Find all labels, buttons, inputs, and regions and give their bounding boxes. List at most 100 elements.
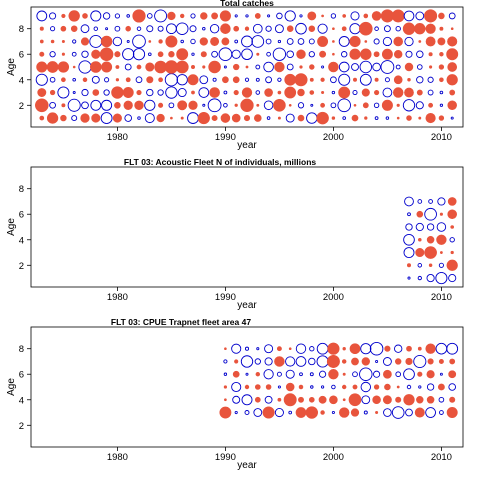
bubble-negative bbox=[276, 371, 282, 377]
bubble-negative bbox=[277, 77, 282, 82]
bubble-positive bbox=[364, 40, 368, 43]
bubble-negative bbox=[361, 395, 371, 405]
x-tick-label: 1990 bbox=[215, 292, 236, 303]
bubble-negative bbox=[112, 36, 123, 47]
bubble-negative bbox=[265, 76, 273, 84]
bubble-negative bbox=[360, 381, 371, 393]
bubble-negative bbox=[49, 76, 56, 83]
bubble-negative bbox=[218, 47, 233, 62]
bubble-positive bbox=[61, 77, 66, 83]
bubble-positive bbox=[449, 396, 456, 403]
bubble-positive bbox=[274, 61, 285, 73]
bubble-negative bbox=[93, 26, 99, 31]
y-tick-label: 2 bbox=[19, 261, 24, 272]
bubble-negative bbox=[405, 408, 413, 417]
bubble-negative bbox=[416, 76, 424, 84]
bubble-positive bbox=[328, 369, 339, 380]
bubble-negative bbox=[374, 116, 379, 120]
bubble-positive bbox=[254, 13, 261, 19]
bubble-positive bbox=[156, 113, 165, 123]
bubble-negative bbox=[124, 63, 132, 71]
bubble-positive bbox=[288, 347, 292, 351]
bubble-negative bbox=[244, 410, 250, 416]
bubble-positive bbox=[61, 39, 65, 43]
bubble-negative bbox=[263, 100, 274, 111]
bubble-negative bbox=[406, 384, 412, 390]
bubble-negative bbox=[424, 207, 437, 221]
bubble-positive bbox=[396, 116, 400, 120]
bubble-positive bbox=[350, 408, 360, 417]
bubble-positive bbox=[364, 116, 368, 120]
bubble-positive bbox=[342, 372, 346, 376]
bubble-negative bbox=[380, 60, 395, 74]
bubble-negative bbox=[309, 346, 315, 352]
bubble-negative bbox=[363, 410, 368, 415]
bubble-positive bbox=[307, 11, 317, 21]
x-tick-label: 2000 bbox=[323, 452, 344, 463]
bubble-positive bbox=[60, 25, 67, 32]
bubble-positive bbox=[425, 112, 436, 124]
bubble-positive bbox=[332, 40, 335, 43]
bubble-positive bbox=[405, 357, 413, 366]
bubble-positive bbox=[438, 64, 445, 70]
y-tick-label: 8 bbox=[19, 184, 24, 195]
bubble-negative bbox=[198, 87, 210, 98]
bubble-negative bbox=[81, 101, 89, 110]
bubble-positive bbox=[321, 91, 325, 95]
bubble-positive bbox=[39, 39, 44, 44]
bubble-negative bbox=[223, 359, 228, 364]
bubble-positive bbox=[331, 116, 336, 120]
bubble-positive bbox=[170, 116, 173, 120]
bubble-positive bbox=[60, 114, 67, 122]
bubble-negative bbox=[337, 98, 351, 113]
bubble-positive bbox=[233, 63, 240, 71]
bubble-negative bbox=[254, 358, 261, 365]
bubble-negative bbox=[80, 24, 90, 34]
bubble-negative bbox=[267, 14, 271, 18]
bubble-negative bbox=[342, 116, 346, 120]
bubble-negative bbox=[403, 10, 415, 22]
bubble-negative bbox=[105, 27, 109, 31]
bubble-positive bbox=[90, 61, 102, 73]
bubble-positive bbox=[362, 102, 369, 109]
bubble-positive bbox=[111, 86, 124, 99]
bubble-negative bbox=[349, 23, 361, 35]
y-tick-label: 2 bbox=[19, 421, 24, 432]
x-tick-label: 1990 bbox=[215, 132, 236, 143]
bubble-negative bbox=[395, 371, 402, 378]
bubble-positive bbox=[447, 62, 458, 72]
bubble-negative bbox=[136, 26, 142, 31]
bubble-negative bbox=[449, 237, 455, 243]
bubble-negative bbox=[265, 25, 272, 32]
bubble-negative bbox=[71, 51, 77, 57]
bubble-negative bbox=[288, 410, 293, 415]
bubble-positive bbox=[211, 115, 218, 122]
bubble-negative bbox=[417, 199, 423, 204]
bubble-positive bbox=[359, 21, 373, 36]
bubble-negative bbox=[202, 103, 206, 107]
bubble-negative bbox=[446, 342, 459, 355]
bubble-positive bbox=[265, 384, 272, 390]
bubble-negative bbox=[146, 88, 154, 97]
x-axis-label: year bbox=[237, 140, 257, 151]
bubble-positive bbox=[395, 396, 402, 403]
bubble-negative bbox=[175, 22, 189, 35]
bubble-positive bbox=[395, 358, 402, 365]
bubble-negative bbox=[359, 367, 373, 381]
bubble-positive bbox=[439, 52, 444, 57]
bubble-positive bbox=[264, 88, 273, 97]
bubble-positive bbox=[222, 76, 229, 84]
bubble-negative bbox=[373, 38, 380, 45]
bubble-positive bbox=[426, 235, 435, 244]
bubble-negative bbox=[426, 273, 435, 283]
bubble-positive bbox=[439, 26, 444, 31]
bubble-positive bbox=[372, 395, 381, 405]
bubble-negative bbox=[256, 347, 260, 351]
bubble-negative bbox=[211, 50, 218, 58]
bubble-negative bbox=[351, 63, 359, 71]
bubble-negative bbox=[310, 385, 314, 389]
bubble-negative bbox=[404, 36, 414, 47]
bubble-positive bbox=[439, 212, 443, 216]
bubble-positive bbox=[447, 100, 457, 111]
